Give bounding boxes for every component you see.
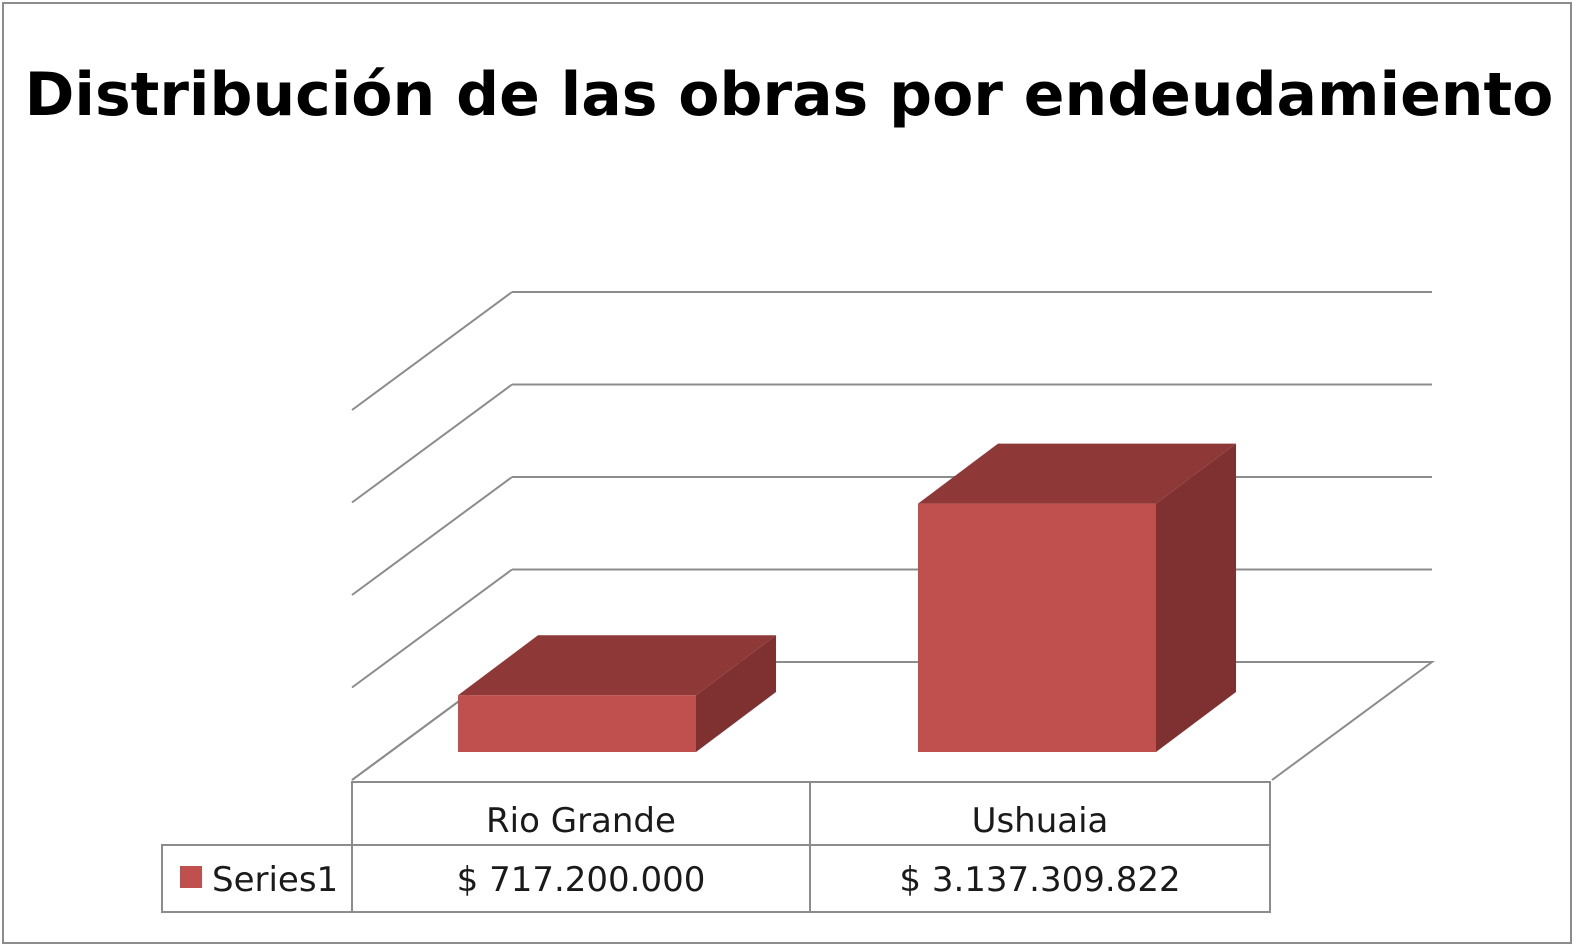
data-table-value-row [161,844,1271,913]
bar-side-ushuaia [1156,443,1236,752]
bar-rio-grande [458,695,696,752]
legend-swatch [180,866,202,888]
bar-side-rio-grande [696,635,776,752]
bars [458,443,1236,752]
category-label: Ushuaia [972,801,1109,841]
data-label: $ 717.200.000 [457,860,706,900]
bar-ushuaia [918,503,1156,752]
gridline-side [351,476,513,596]
chart-title: Distribución de las obras por endeudamie… [24,60,1554,130]
gridline-side [351,291,513,411]
legend-label: Series1 [212,860,338,900]
bar-top-rio-grande [458,635,776,696]
data-table: Rio Grande $ 717.200.000 Ushuaia $ 3.137.30… [161,781,1271,913]
data-label: $ 3.137.309.822 [899,860,1180,900]
category-label: Rio Grande [486,801,676,841]
gridline-side [351,568,513,689]
bar-top-ushuaia [918,443,1236,504]
gridline-side [351,383,513,504]
